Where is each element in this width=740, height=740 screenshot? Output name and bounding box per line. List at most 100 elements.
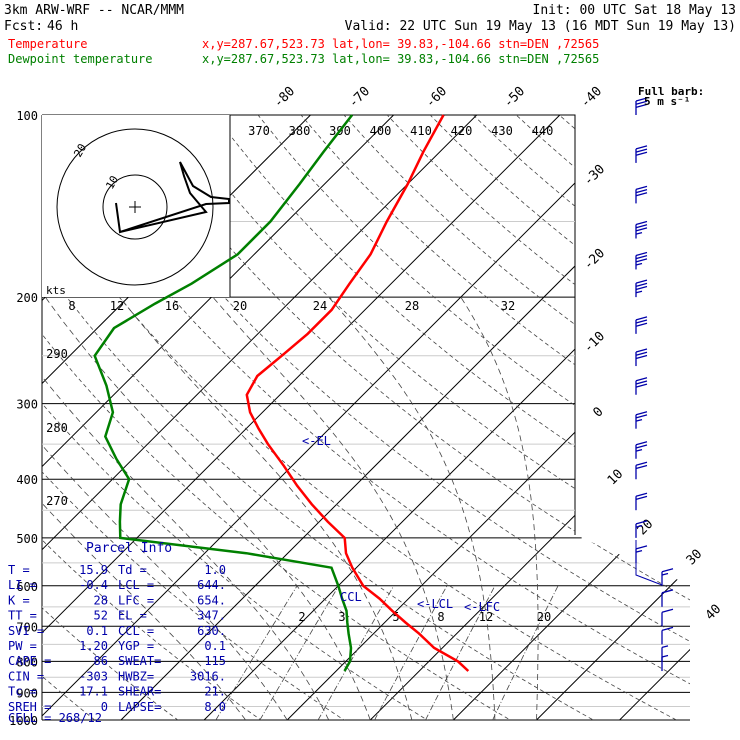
hodograph-tick-label-1: 12 [110, 299, 124, 313]
dewpoint-location: x,y=287.67,523.73 lat,lon= 39.83,-104.66… [202, 52, 599, 66]
isotherm-label-2: -60 [423, 84, 450, 111]
parcel-key-4: SVI = [8, 624, 44, 638]
dry-adiabat-460 [602, 115, 690, 720]
moist-adiabat-0 [42, 296, 288, 720]
isotherm-label-11: 30 [684, 547, 706, 569]
moist-adiabat-5 [42, 296, 330, 720]
theta-label-0: 370 [248, 124, 270, 138]
isotherm-30 [536, 115, 690, 720]
barb-legend-line-1: Full barb: [638, 85, 704, 98]
hodograph-speed-label-10: 10 [103, 174, 121, 192]
mixing-ratio-label-0: 2 [298, 610, 305, 624]
wind-barb-500 [635, 520, 648, 538]
parcel-value-8: 17.1 [79, 685, 108, 699]
parcel-key2-2: LFC = [118, 593, 154, 607]
parcel-value-9: 0 [101, 700, 108, 714]
hodograph-tick-label-0: 8 [68, 299, 75, 313]
isotherm-label-10: 20 [635, 517, 657, 539]
wind-barb-650 [661, 589, 674, 607]
dry-adiabat-260 [42, 115, 196, 720]
wind-barb-flag-200-0 [635, 279, 648, 284]
dry-adiabat-450 [559, 115, 690, 720]
parcel-value2-1: 644. [197, 578, 226, 592]
wind-barb-flag-400-1 [635, 464, 648, 470]
parcel-value-5: 1.20 [79, 639, 108, 653]
parcel-key2-8: SHEAR= [118, 685, 161, 699]
isotherm--50 [42, 115, 478, 720]
wind-barb-flag-400-0 [635, 461, 648, 466]
dry-adiabat-370 [214, 115, 690, 720]
parcel-value2-5: 0.1 [204, 639, 226, 653]
mixing-ratio-label-4: 12 [479, 610, 493, 624]
theta-side-label-0: 290 [46, 347, 68, 361]
parcel-key2-5: YGP = [118, 639, 154, 653]
parcel-value-6: 86 [94, 654, 108, 668]
parcel-value2-3: 347. [197, 609, 226, 623]
dry-adiabat-420 [429, 115, 690, 720]
pressure-label-700: 700 [16, 620, 38, 634]
ccl-marker: CCL [340, 590, 362, 604]
wind-barb-flag-180-1 [635, 255, 648, 260]
parcel-key-3: TT = [8, 609, 37, 623]
theta-label-3: 400 [370, 124, 392, 138]
wind-barb-370 [635, 441, 648, 459]
parcel-value2-7: 3016. [190, 669, 226, 683]
isotherm-label-0: -80 [271, 84, 298, 111]
wind-barb-230 [635, 316, 648, 334]
parcel-value-2: 28 [94, 593, 108, 607]
theta-label-6: 430 [491, 124, 513, 138]
parcel-key2-9: LAPSE= [118, 700, 161, 714]
mixing-ratio-label-3: 8 [437, 610, 444, 624]
wind-barb-flag-230-0 [635, 316, 648, 321]
wind-barb-flag-450-0 [635, 492, 648, 497]
lcl-marker: <-LCL [417, 597, 453, 611]
isotherm-label-8: 0 [590, 404, 606, 420]
parcel-value2-8: 21. [204, 685, 226, 699]
wind-barb-flag-330-1 [635, 414, 648, 419]
wind-barb-flag-230-2 [635, 322, 648, 327]
isotherm--40 [42, 115, 561, 720]
dry-adiabat-280 [42, 115, 365, 720]
wind-barb-half-550 [635, 549, 643, 553]
wind-barb-flag-140-2 [635, 192, 648, 197]
wind-barb-flag-140-1 [635, 188, 648, 194]
isotherm--60 [42, 115, 394, 720]
pressure-label-1000: 1000 [9, 714, 38, 728]
theta-side-label-2: 270 [46, 494, 68, 508]
moist-adiabat--5 [42, 296, 246, 720]
theta-label-1: 380 [289, 124, 311, 138]
isotherm-label-5: -30 [581, 162, 608, 189]
wind-barb-450 [635, 492, 648, 511]
hodograph-ring-20 [56, 128, 214, 286]
mixing-ratio-label-5: 20 [537, 610, 551, 624]
wind-barb-flag-290-0 [635, 377, 648, 382]
wind-barb-flag-600-0 [661, 568, 674, 573]
parcel-value-7: -303 [79, 669, 108, 683]
valid-time: Valid: 22 UTC Sun 19 May 13 (16 MDT Sun … [345, 19, 736, 34]
profiles [93, 114, 470, 672]
wind-barb-flag-370-0 [635, 441, 648, 446]
parcel-key2-4: CCL = [118, 624, 154, 638]
wind-barb-flag-120-2 [635, 151, 648, 156]
wind-barb-120 [635, 145, 648, 163]
parcel-key2-7: HWBZ= [118, 669, 154, 683]
parcel-value2-0: 1.0 [204, 563, 226, 577]
wind-barb-half-330 [635, 418, 643, 422]
moist-adiabat-15 [119, 296, 413, 720]
temperature-location: x,y=287.67,523.73 lat,lon= 39.83,-104.66… [202, 37, 599, 51]
wind-barb-flag-100-0 [635, 97, 648, 102]
wind-barb-flag-500-0 [635, 520, 648, 525]
isotherm-10 [369, 115, 690, 720]
wind-barb-flag-180-0 [635, 251, 648, 257]
wind-barb-260 [635, 348, 648, 367]
hodograph-ring-10 [102, 174, 168, 240]
isotherm-0 [286, 115, 690, 720]
theta-label-5: 420 [451, 124, 473, 138]
parcel-key2-0: Td = [118, 563, 147, 577]
wind-barb-flag-450-1 [635, 495, 648, 501]
isotherm-label-9: 10 [605, 467, 627, 489]
parcel-key2-6: SWEAT= [118, 654, 161, 668]
dewpoint-legend: Dewpoint temperature [8, 52, 153, 66]
wind-barb-half-370 [635, 449, 643, 452]
